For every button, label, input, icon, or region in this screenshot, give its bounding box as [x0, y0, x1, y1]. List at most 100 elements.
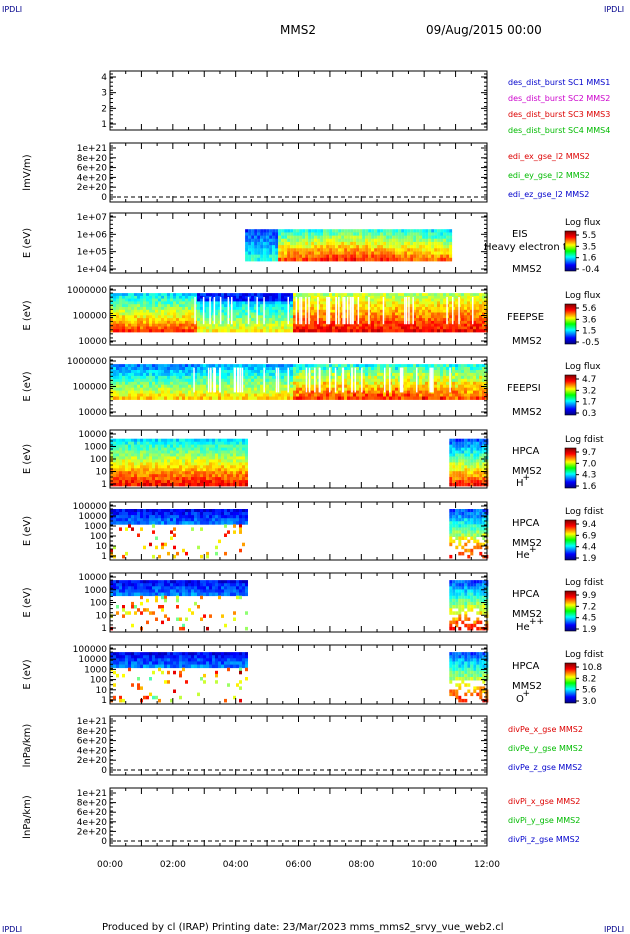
feeps_e-cell [233, 326, 236, 330]
feeps_i-cell [344, 370, 347, 374]
feeps_i-cell [464, 367, 467, 371]
eis-cell [350, 257, 354, 262]
feeps_e-cell [134, 293, 137, 297]
feeps_i-cell [482, 378, 485, 383]
feeps_e-cell [380, 298, 383, 302]
feeps_i-data-gap [193, 367, 195, 393]
feeps_e-cell [437, 309, 440, 313]
feeps_i-cell [173, 367, 176, 371]
feeps_e-cell [257, 298, 260, 302]
eis-cell [323, 254, 327, 259]
feeps_i-cell [245, 390, 248, 394]
eis-cell [293, 251, 297, 256]
feeps_i-cell [206, 378, 209, 383]
feeps_i-cell [266, 367, 269, 371]
feeps_e-cell [443, 326, 446, 330]
feeps_e-cell [206, 301, 209, 305]
eis-cell [374, 238, 378, 243]
feeps_e-cell [482, 312, 485, 316]
feeps_i-cell [338, 367, 341, 371]
feeps_e-cell [134, 318, 137, 322]
feeps_e-cell [467, 326, 470, 330]
feeps_i-cell [212, 396, 215, 400]
eis-cell [347, 232, 351, 236]
feeps_e-cell [377, 320, 380, 325]
feeps_i-cell [239, 396, 242, 400]
feeps_e-cell [434, 298, 437, 302]
feeps_e-cell [170, 326, 173, 330]
feeps_i-cell [425, 396, 428, 400]
eis-cell [245, 238, 249, 243]
feeps_i-cell [131, 384, 134, 389]
feeps_e-cell [236, 295, 239, 300]
feeps_e-cell [206, 315, 209, 319]
feeps_e-cell [296, 298, 299, 302]
feeps_i-cell [290, 393, 293, 397]
feeps_i-cell [386, 364, 389, 368]
feeps_e-cell [161, 304, 164, 308]
eis-cell [368, 235, 372, 240]
eis-cell [338, 229, 342, 233]
feeps_i-cell [173, 393, 176, 397]
feeps_e-cell [356, 318, 359, 322]
feeps_e-cell [185, 304, 188, 308]
eis-cell [377, 254, 381, 259]
feeps_e-cell [152, 323, 155, 327]
hpca_h-cell [149, 438, 152, 443]
feeps_e-cell [173, 329, 176, 333]
feeps_e-cell [182, 309, 185, 313]
hpca_h-cell [164, 468, 167, 472]
eis-cell [302, 229, 306, 233]
eis-cell [356, 241, 360, 246]
hpca_h-cell [140, 444, 143, 448]
feeps_i-cell [458, 367, 461, 371]
eis-cell [248, 235, 252, 240]
feeps_e-cell [437, 318, 440, 322]
feeps_i-cell [413, 372, 416, 377]
feeps_i-cell [404, 396, 407, 400]
feeps_i-cell [293, 372, 296, 377]
feeps_e-cell [113, 312, 116, 316]
eis-cell [413, 248, 417, 252]
feeps_e-cell [350, 323, 353, 327]
feeps_i-cell [482, 372, 485, 377]
feeps_i-cell [248, 387, 251, 392]
feeps_i-cell [164, 387, 167, 392]
feeps_i-cell [206, 390, 209, 394]
feeps_i-cell [221, 387, 224, 392]
hpca_h-cell [179, 471, 182, 475]
feeps_e-cell [170, 304, 173, 308]
feeps_e-cell [320, 312, 323, 316]
feeps_i-cell [302, 367, 305, 371]
feeps_i-cell [371, 396, 374, 400]
feeps_i-cell [395, 387, 398, 392]
eis-cell [437, 251, 441, 256]
feeps_e-cell [380, 293, 383, 297]
feeps_i-cell [284, 384, 287, 389]
feeps_e-cell [236, 329, 239, 333]
feeps_e-cell [122, 318, 125, 322]
feeps_e-cell [200, 304, 203, 308]
feeps_e-cell [314, 301, 317, 305]
feeps_i-cell [221, 364, 224, 368]
feeps_e-cell [371, 295, 374, 300]
feeps_i-cell [110, 396, 113, 400]
feeps_e-cell [398, 309, 401, 313]
eis-cell [263, 232, 267, 236]
eis-cell [374, 254, 378, 259]
feeps_i-cell [461, 367, 464, 371]
feeps_i-cell [311, 393, 314, 397]
eis-cell [260, 235, 264, 240]
feeps_i-cell [359, 393, 362, 397]
feeps_e-cell [410, 307, 413, 311]
feeps_i-cell [449, 393, 452, 397]
feeps_e-cell [200, 323, 203, 327]
feeps_i-cell [281, 396, 284, 400]
feeps_i-cell [434, 381, 437, 386]
hpca_h-cell [176, 477, 179, 481]
feeps_i-cell [425, 378, 428, 383]
feeps_e-cell [206, 320, 209, 325]
eis-cell [428, 235, 432, 240]
feeps_i-cell [248, 378, 251, 383]
feeps_e-cell [329, 293, 332, 297]
